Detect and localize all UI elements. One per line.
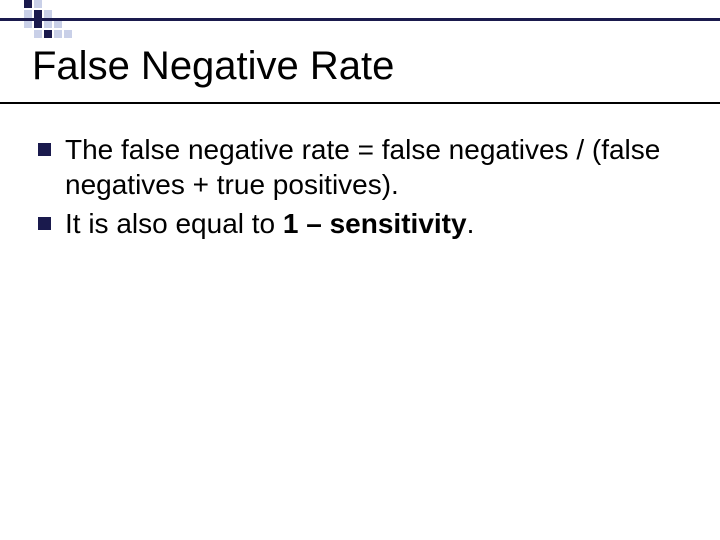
bullet-text-emphasis: 1 – sensitivity xyxy=(283,208,467,239)
list-item: It is also equal to 1 – sensitivity. xyxy=(38,206,680,241)
list-item: The false negative rate = false negative… xyxy=(38,132,680,202)
bullet-text: The false negative rate = false negative… xyxy=(65,132,680,202)
square-bullet-icon xyxy=(38,143,51,156)
bullet-text-prefix: It is also equal to xyxy=(65,208,283,239)
bullet-text-suffix: . xyxy=(467,208,475,239)
slide-title: False Negative Rate xyxy=(32,44,394,89)
bullet-list: The false negative rate = false negative… xyxy=(38,132,680,245)
title-underline-rule xyxy=(0,102,720,104)
top-accent-rule xyxy=(0,18,720,21)
bullet-text: It is also equal to 1 – sensitivity. xyxy=(65,206,474,241)
square-bullet-icon xyxy=(38,217,51,230)
